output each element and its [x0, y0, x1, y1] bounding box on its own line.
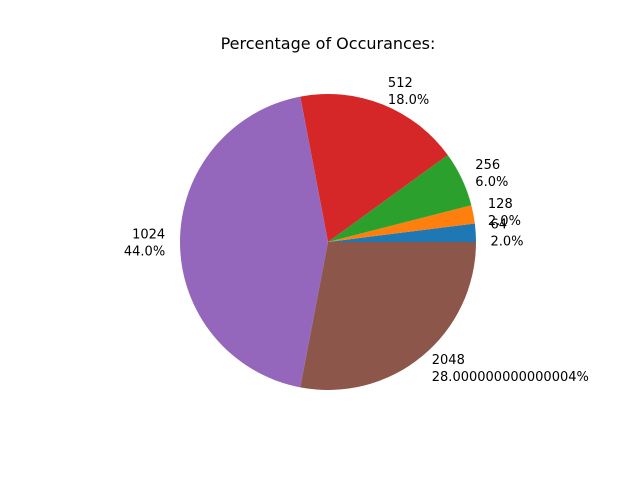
pie-label-256: 256 6.0% [475, 158, 508, 190]
pie-slice-64 [328, 223, 476, 242]
pie-label-category: 256 [475, 158, 500, 173]
pie-slice-256 [328, 155, 472, 242]
pie-slice-512 [300, 94, 448, 242]
pie-label-percent: 18.0% [388, 93, 429, 108]
pie-slice-2048 [300, 242, 476, 391]
pie-slices [179, 94, 476, 391]
pie-label-1024: 1024 44.0% [124, 228, 165, 260]
pie-label-category: 2048 [432, 353, 465, 368]
pie-slice-128 [328, 205, 475, 242]
pie-label-128: 128 2.0% [488, 197, 521, 229]
pie-label-category: 64 [490, 217, 507, 232]
pie-label-category: 1024 [132, 228, 165, 243]
pie-slice-1024 [179, 96, 328, 388]
pie-label-category: 128 [488, 197, 513, 212]
pie-label-percent: 44.0% [124, 245, 165, 260]
pie-label-2048: 2048 28.000000000000004% [432, 353, 589, 385]
pie-label-512: 512 18.0% [388, 76, 429, 108]
pie-label-percent: 28.000000000000004% [432, 370, 589, 385]
pie-label-64: 64 2.0% [490, 217, 523, 249]
pie-label-category: 512 [388, 76, 413, 91]
pie-label-percent: 2.0% [488, 214, 521, 229]
chart-title: Percentage of Occurances: [221, 34, 436, 53]
pie-label-percent: 2.0% [490, 234, 523, 249]
pie-label-percent: 6.0% [475, 175, 508, 190]
pie-labels: 64 2.0%128 2.0%256 6.0%512 18.0%1024 44.0%204… [124, 76, 589, 385]
